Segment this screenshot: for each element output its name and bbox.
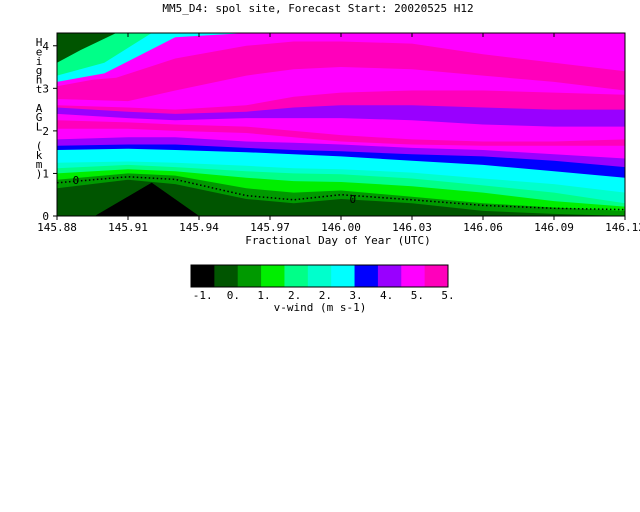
colorbar-tick-label: 4. [380, 289, 393, 302]
colorbar-tick-label: 3. [349, 289, 362, 302]
colorbar-swatch [354, 265, 379, 287]
x-tick-label: 146.09 [534, 221, 574, 234]
zero-contour-line [57, 176, 625, 211]
contour-band-core [94, 182, 199, 216]
colorbar-tick-label: 2. [319, 289, 332, 302]
y-tick-label: 1 [42, 167, 49, 180]
x-tick-label: 146.03 [392, 221, 432, 234]
x-axis-ticks: 145.88 145.91 145.94 145.97 146.00 146.03 146.… [37, 33, 640, 234]
colorbar-tick-label: 1. [257, 289, 270, 302]
y-tick-label: 4 [42, 40, 49, 53]
colorbar-swatch [307, 265, 332, 287]
colorbar-tick-label: 0. [227, 289, 240, 302]
colorbar-swatch [237, 265, 262, 287]
colorbar-frame [190, 264, 449, 288]
colorbar-swatch [284, 265, 309, 287]
y-tick-label: 3 [42, 82, 49, 95]
plot-area [57, 33, 625, 216]
chart-title: MM5_D4: spol site, Forecast Start: 20020… [162, 2, 473, 15]
x-tick-label: 146.06 [463, 221, 503, 234]
colorbar-swatch [401, 265, 426, 287]
contour-labels: 00 [73, 174, 357, 206]
colorbar-swatch [331, 265, 356, 287]
colorbar-swatch [261, 265, 285, 287]
colorbar-swatch [191, 265, 215, 287]
y-tick-label: 0 [42, 210, 49, 223]
y-tick-label: 2 [42, 125, 49, 138]
colorbar: -1. 0. 1. 2. 2. 3. 4. 5. 5. [190, 264, 455, 302]
x-axis-label: Fractional Day of Year (UTC) [245, 234, 430, 247]
colorbar-swatch [214, 265, 239, 287]
y-axis-ticks: 0 1 2 3 4 [42, 40, 57, 223]
colorbar-label: v-wind (m s-1) [274, 301, 367, 314]
x-tick-label: 145.94 [179, 221, 219, 234]
contour-label: 0 [350, 193, 357, 206]
contour-label: 0 [73, 174, 80, 187]
colorbar-tick-label: -1. [193, 289, 213, 302]
x-tick-label: 146.12 [605, 221, 640, 234]
x-tick-label: 145.88 [37, 221, 77, 234]
colorbar-swatch [424, 265, 449, 287]
x-tick-label: 145.91 [108, 221, 148, 234]
colorbar-tick-label: 5. [441, 289, 454, 302]
x-tick-label: 146.00 [321, 221, 361, 234]
contour-band [57, 179, 625, 216]
colorbar-tick-label: 2. [288, 289, 301, 302]
colorbar-swatch [377, 265, 402, 287]
x-tick-label: 145.97 [250, 221, 290, 234]
colorbar-tick-label: 5. [411, 289, 424, 302]
